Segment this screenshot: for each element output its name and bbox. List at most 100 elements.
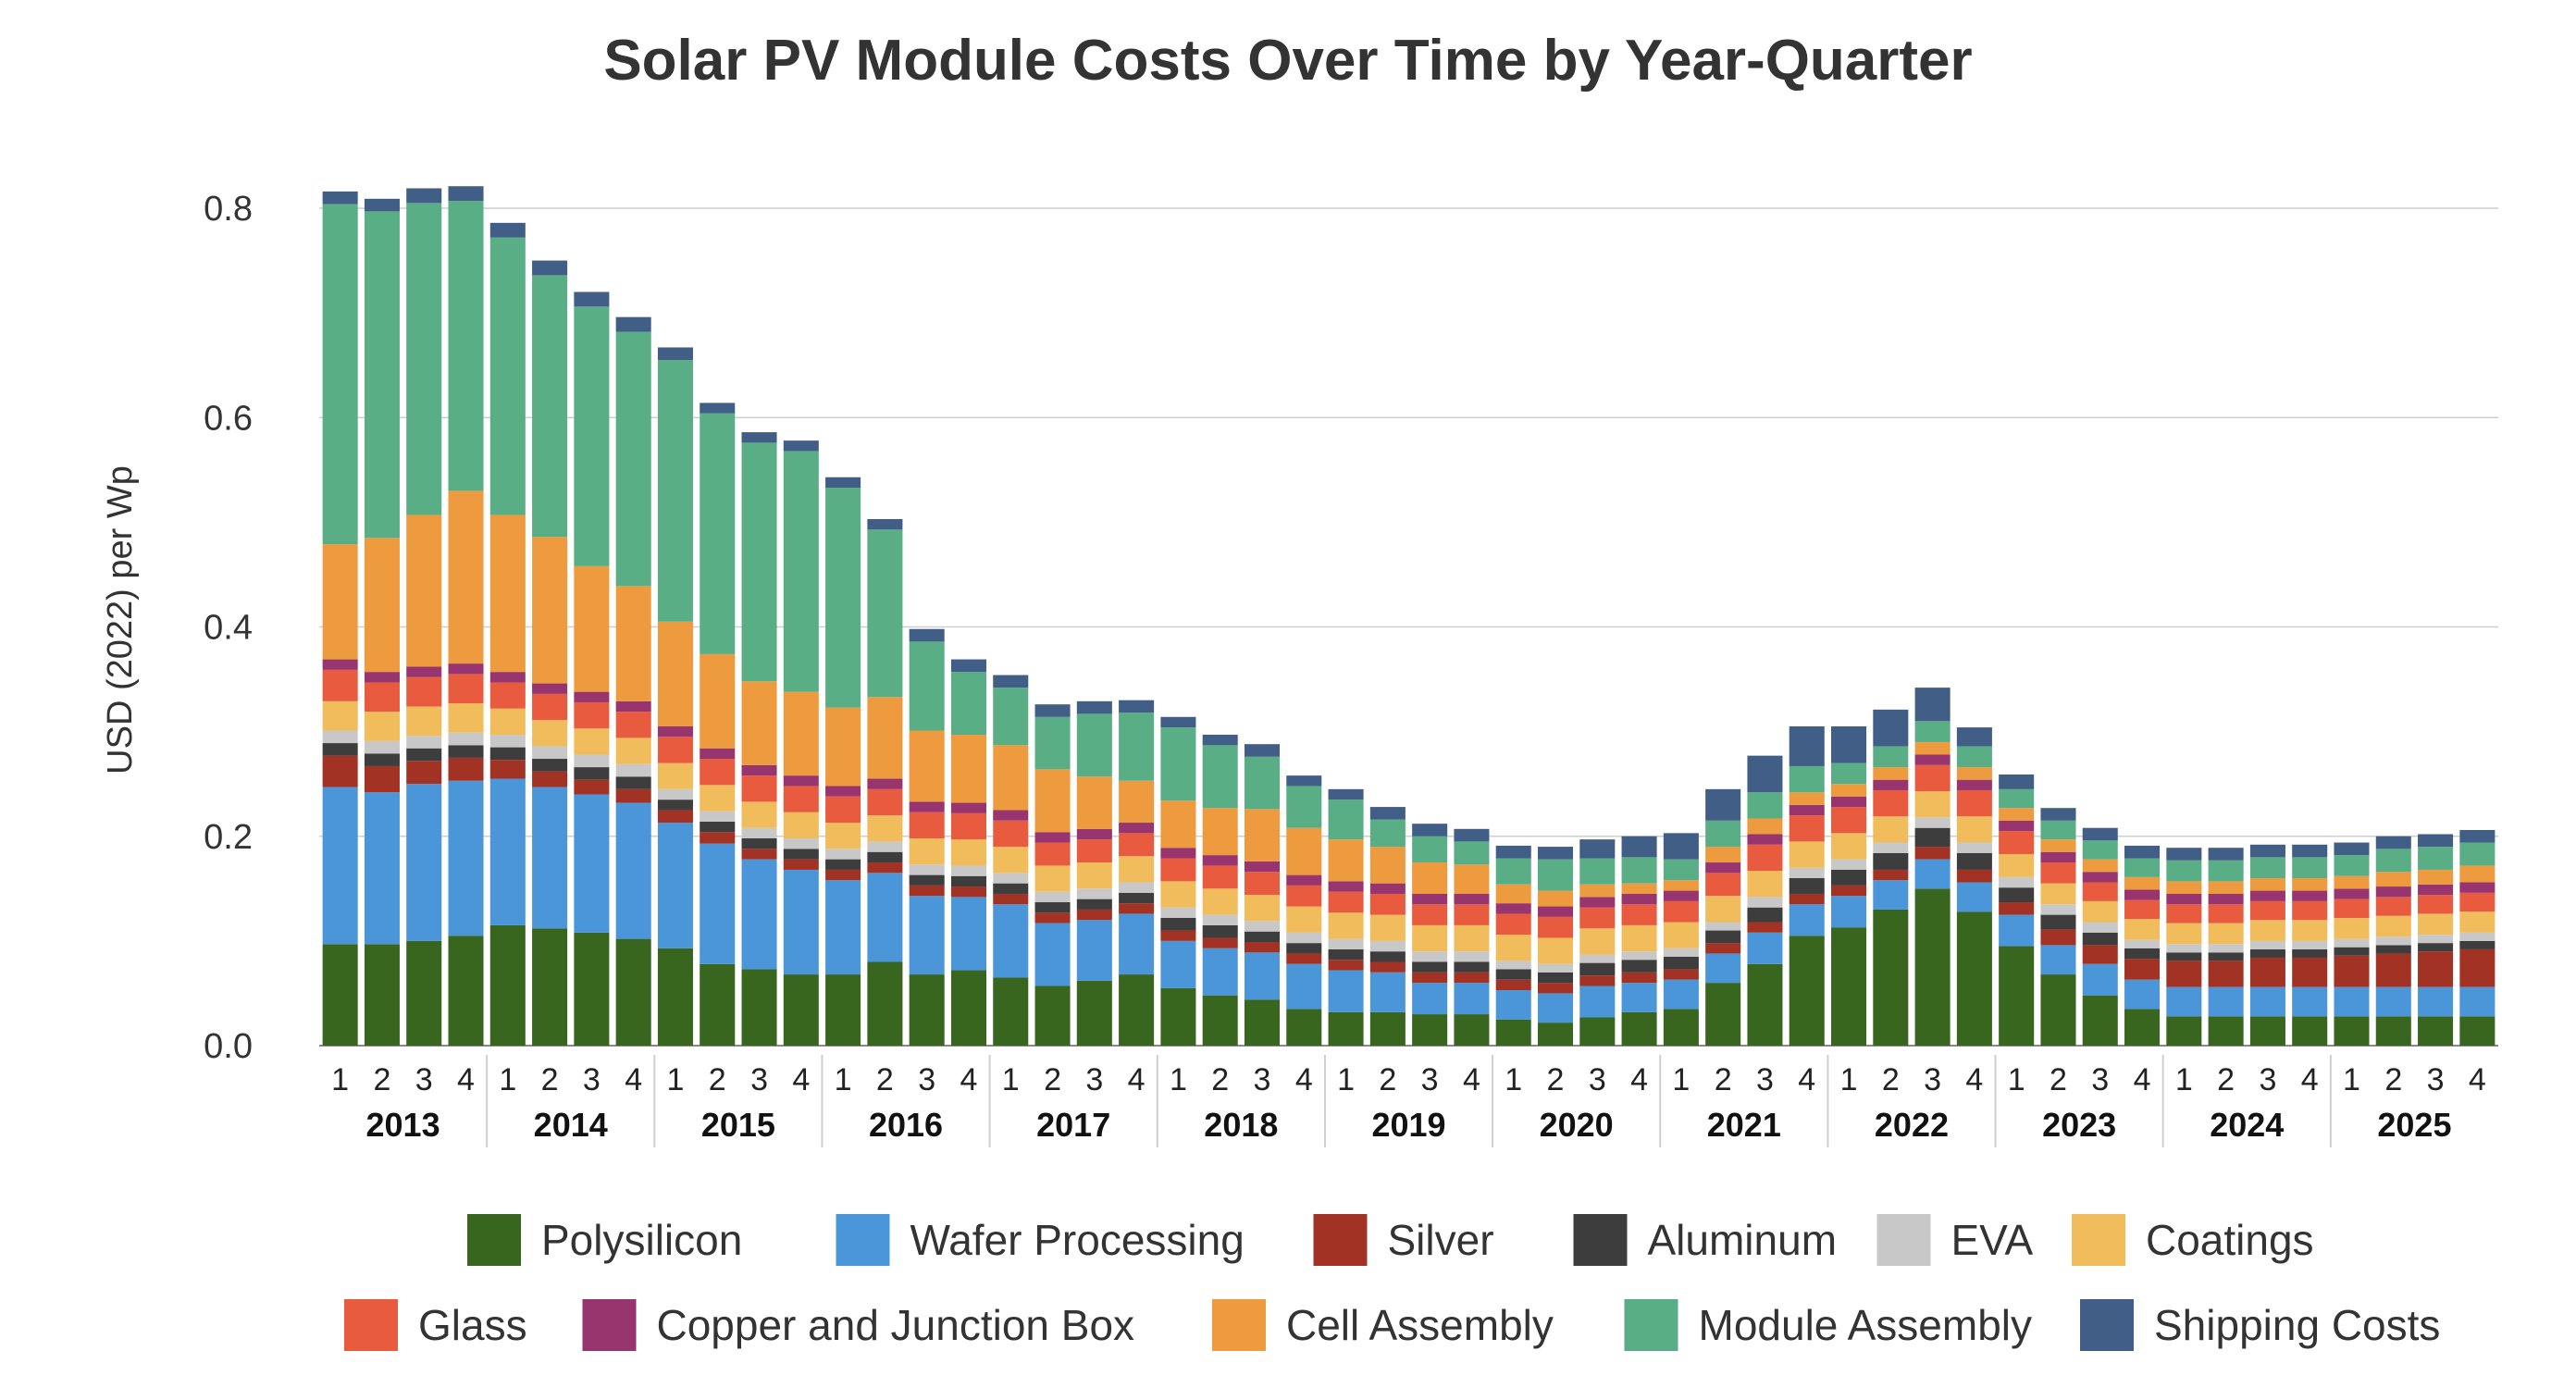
bar-segment-module-assembly <box>574 306 610 566</box>
bar-segment-cell-assembly <box>1956 767 1992 780</box>
bar-segment-aluminum <box>2166 952 2202 961</box>
bar-segment-module-assembly <box>2375 849 2411 873</box>
bar-segment-shipping-costs <box>1956 727 1992 747</box>
bar-segment-copper-and-junction-box <box>1956 779 1992 790</box>
bar-segment-coatings <box>867 815 903 842</box>
bar-segment-aluminum <box>1454 961 1490 973</box>
legend-item-coatings: Coatings <box>2072 1214 2314 1266</box>
bar-segment-polysilicon <box>825 974 861 1046</box>
y-tick-label: 0.6 <box>204 399 253 438</box>
bar-segment-coatings <box>322 700 358 731</box>
bar-segment-polysilicon <box>1579 1017 1616 1046</box>
bar-segment-glass <box>700 759 736 786</box>
legend-swatch <box>1624 1299 1678 1351</box>
x-tick-quarter: 4 <box>792 1062 810 1097</box>
bar-segment-module-assembly <box>825 488 861 708</box>
bar-segment-wafer-processing <box>1789 904 1825 936</box>
bar-segment-polysilicon <box>1999 946 2035 1046</box>
bar-segment-coatings <box>532 720 568 747</box>
x-tick-quarter: 3 <box>1756 1062 1774 1097</box>
bar-segment-polysilicon <box>2334 1016 2370 1046</box>
bar-segment-polysilicon <box>1160 987 1196 1046</box>
x-tick-quarter: 2 <box>2217 1062 2235 1097</box>
bar-segment-shipping-costs <box>993 675 1029 688</box>
bar-segment-copper-and-junction-box <box>2082 872 2118 883</box>
bar-segment-shipping-costs <box>1454 828 1490 842</box>
bar-segment-coatings <box>1747 871 1783 898</box>
x-tick-quarter: 2 <box>709 1062 726 1097</box>
bar-segment-module-assembly <box>1663 859 1699 881</box>
bar-segment-shipping-costs <box>2334 842 2370 856</box>
bar-segment-glass <box>1956 789 1992 817</box>
x-tick-quarter: 4 <box>1463 1062 1480 1097</box>
bar-segment-polysilicon <box>1034 985 1071 1046</box>
bar-segment-wafer-processing <box>1034 923 1071 986</box>
bar-segment-wafer-processing <box>2249 986 2285 1017</box>
bar-segment-copper-and-junction-box <box>657 725 693 737</box>
bar-segment-module-assembly <box>489 237 526 515</box>
bar-segment-polysilicon <box>1454 1014 1490 1046</box>
bar-segment-module-assembly <box>1956 746 1992 768</box>
bar-segment-glass <box>2292 900 2328 921</box>
bar-segment-wafer-processing <box>322 787 358 945</box>
bar-segment-cell-assembly <box>364 538 400 673</box>
bar-segment-polysilicon <box>1831 927 1867 1046</box>
bar-segment-silver <box>1621 972 1657 984</box>
bar-segment-glass <box>2082 882 2118 901</box>
bar-segment-aluminum <box>783 849 819 860</box>
bar-segment-coatings <box>1537 937 1574 964</box>
bar-segment-silver <box>615 788 651 803</box>
bar-segment-shipping-costs <box>1286 775 1322 787</box>
x-tick-quarter: 2 <box>1211 1062 1229 1097</box>
bar-segment-eva <box>448 732 484 746</box>
bar-segment-glass <box>867 788 903 816</box>
bar-segment-shipping-costs <box>615 316 651 332</box>
bar-segment-glass <box>1369 893 1406 915</box>
y-tick-label: 0.8 <box>204 190 253 229</box>
bar-segment-coatings <box>993 847 1029 874</box>
bar-segment-cell-assembly <box>741 681 777 765</box>
bar-segment-eva <box>783 838 819 849</box>
bar-segment-copper-and-junction-box <box>1621 893 1657 905</box>
bar-segment-coatings <box>1076 862 1112 889</box>
bar-segment-polysilicon <box>1119 974 1155 1046</box>
bar-segment-wafer-processing <box>615 802 651 939</box>
bar-segment-aluminum <box>1999 887 2035 903</box>
bar-segment-coatings <box>448 703 484 733</box>
bar-segment-silver <box>1454 972 1490 984</box>
legend-label: Module Assembly <box>1699 1301 2033 1349</box>
bar-segment-polysilicon <box>2418 1016 2454 1046</box>
bar-segment-shipping-costs <box>532 260 568 276</box>
bar-segment-module-assembly <box>1076 713 1112 777</box>
bar-segment-eva <box>825 849 861 860</box>
bar-segment-aluminum <box>448 745 484 758</box>
bar-segment-coatings <box>2334 917 2370 939</box>
bar-segment-glass <box>364 682 400 713</box>
x-tick-year: 2024 <box>2210 1106 2284 1144</box>
bar-segment-copper-and-junction-box <box>950 802 986 813</box>
bar-segment-glass <box>1244 872 1281 896</box>
bar-segment-aluminum <box>1705 930 1741 944</box>
bar-segment-glass <box>1789 815 1825 842</box>
bar-segment-cell-assembly <box>909 730 945 802</box>
bar-segment-shipping-costs <box>1369 807 1406 820</box>
x-tick-quarter: 2 <box>1379 1062 1396 1097</box>
bar-segment-eva <box>1663 948 1699 957</box>
bar-segment-shipping-costs <box>2418 834 2454 848</box>
bar-segment-shipping-costs <box>1747 755 1783 793</box>
x-tick-quarter: 3 <box>415 1062 433 1097</box>
bar-segment-glass <box>2208 904 2244 923</box>
bar-segment-shipping-costs <box>2166 848 2202 861</box>
bar-segment-coatings <box>1705 896 1741 923</box>
bar-segment-shipping-costs <box>1119 700 1155 713</box>
x-tick-year: 2015 <box>701 1106 775 1144</box>
bar-segment-copper-and-junction-box <box>1663 890 1699 901</box>
bar-segment-shipping-costs <box>2040 808 2076 821</box>
x-tick-year: 2020 <box>1540 1106 1614 1144</box>
bar-segment-module-assembly <box>1244 756 1281 810</box>
bar-segment-cell-assembly <box>2124 876 2161 890</box>
bar-segment-glass <box>825 796 861 824</box>
bar-segment-cell-assembly <box>2082 859 2118 873</box>
legend-label: Silver <box>1388 1216 1494 1264</box>
bar-segment-copper-and-junction-box <box>364 672 400 683</box>
